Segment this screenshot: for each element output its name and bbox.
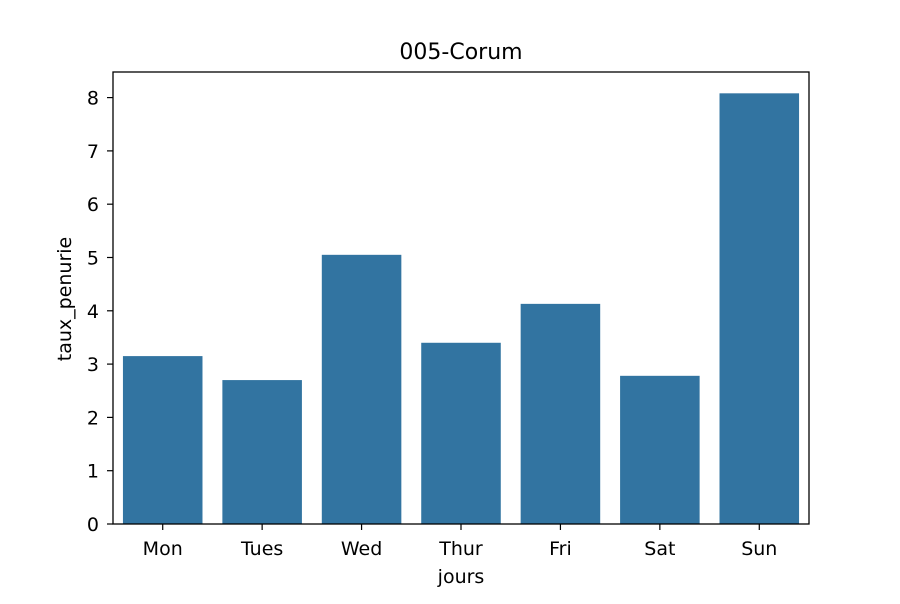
y-tick-label: 0 xyxy=(87,514,99,536)
bar-fri xyxy=(520,303,601,524)
x-axis-label: jours xyxy=(437,566,485,588)
x-tick-label: Sat xyxy=(644,538,675,560)
y-tick-label: 2 xyxy=(87,407,99,429)
y-tick-label: 1 xyxy=(87,461,99,483)
y-axis-ticks: 0 1 2 3 4 5 6 7 8 xyxy=(87,88,113,536)
y-tick-label: 4 xyxy=(87,301,99,323)
x-tick-label: Thur xyxy=(438,538,483,560)
y-tick-label: 7 xyxy=(87,141,99,163)
y-tick-label: 8 xyxy=(87,88,99,110)
x-tick-label: Tues xyxy=(240,538,283,560)
chart-title: 005-Corum xyxy=(399,40,522,65)
y-tick-label: 5 xyxy=(87,247,99,269)
x-axis-ticks: Mon Tues Wed Thur Fri Sat Sun xyxy=(143,524,777,560)
y-axis-label: taux_penurie xyxy=(54,237,76,362)
bar-wed xyxy=(321,254,402,524)
y-tick-label: 3 xyxy=(87,354,99,376)
y-tick-label: 6 xyxy=(87,194,99,216)
bar-thur xyxy=(421,342,501,524)
bar-sun xyxy=(719,93,800,525)
x-tick-label: Wed xyxy=(341,538,382,560)
x-tick-label: Mon xyxy=(143,538,183,560)
bar-sat xyxy=(620,375,700,524)
x-tick-label: Fri xyxy=(549,538,572,560)
bars xyxy=(122,93,800,525)
x-tick-label: Sun xyxy=(741,538,777,560)
plot-frame xyxy=(112,71,810,525)
bar-mon xyxy=(122,356,203,524)
bar-tues xyxy=(222,380,302,524)
